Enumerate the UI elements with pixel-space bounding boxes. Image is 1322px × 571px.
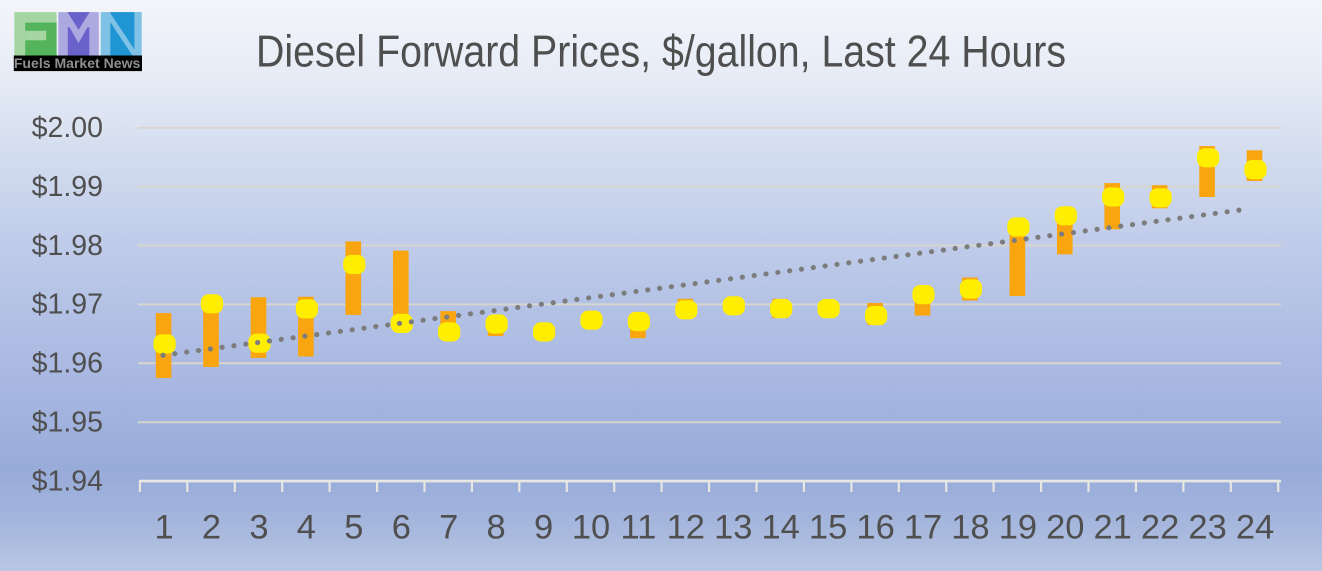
svg-text:$1.97: $1.97	[32, 289, 103, 321]
svg-text:Fuels Market News: Fuels Market News	[14, 56, 141, 71]
svg-text:7: 7	[439, 509, 458, 547]
svg-text:21: 21	[1094, 509, 1132, 547]
svg-text:15: 15	[809, 509, 847, 547]
svg-text:8: 8	[487, 509, 506, 547]
svg-text:22: 22	[1141, 509, 1179, 547]
svg-text:5: 5	[344, 509, 363, 547]
svg-text:2: 2	[202, 509, 221, 547]
svg-text:18: 18	[951, 509, 989, 547]
svg-text:$1.98: $1.98	[32, 230, 103, 262]
svg-text:3: 3	[249, 509, 268, 547]
svg-text:Diesel Forward Prices, $/gallo: Diesel Forward Prices, $/gallon, Last 24…	[256, 28, 1066, 77]
svg-text:$1.94: $1.94	[32, 465, 103, 497]
svg-text:17: 17	[904, 509, 942, 547]
svg-text:23: 23	[1188, 509, 1226, 547]
svg-text:$1.96: $1.96	[32, 348, 103, 380]
svg-text:10: 10	[572, 509, 610, 547]
svg-text:12: 12	[667, 509, 705, 547]
svg-text:6: 6	[392, 509, 411, 547]
svg-text:4: 4	[297, 509, 316, 547]
svg-text:24: 24	[1236, 509, 1274, 547]
svg-text:14: 14	[762, 509, 800, 547]
svg-text:$2.00: $2.00	[32, 112, 103, 144]
svg-text:19: 19	[999, 509, 1037, 547]
svg-text:16: 16	[856, 509, 894, 547]
svg-text:$1.99: $1.99	[32, 171, 103, 203]
svg-text:9: 9	[534, 509, 553, 547]
svg-text:1: 1	[155, 509, 174, 547]
svg-text:11: 11	[620, 509, 656, 547]
svg-text:$1.95: $1.95	[32, 407, 103, 439]
svg-text:13: 13	[714, 509, 752, 547]
svg-text:20: 20	[1046, 509, 1084, 547]
